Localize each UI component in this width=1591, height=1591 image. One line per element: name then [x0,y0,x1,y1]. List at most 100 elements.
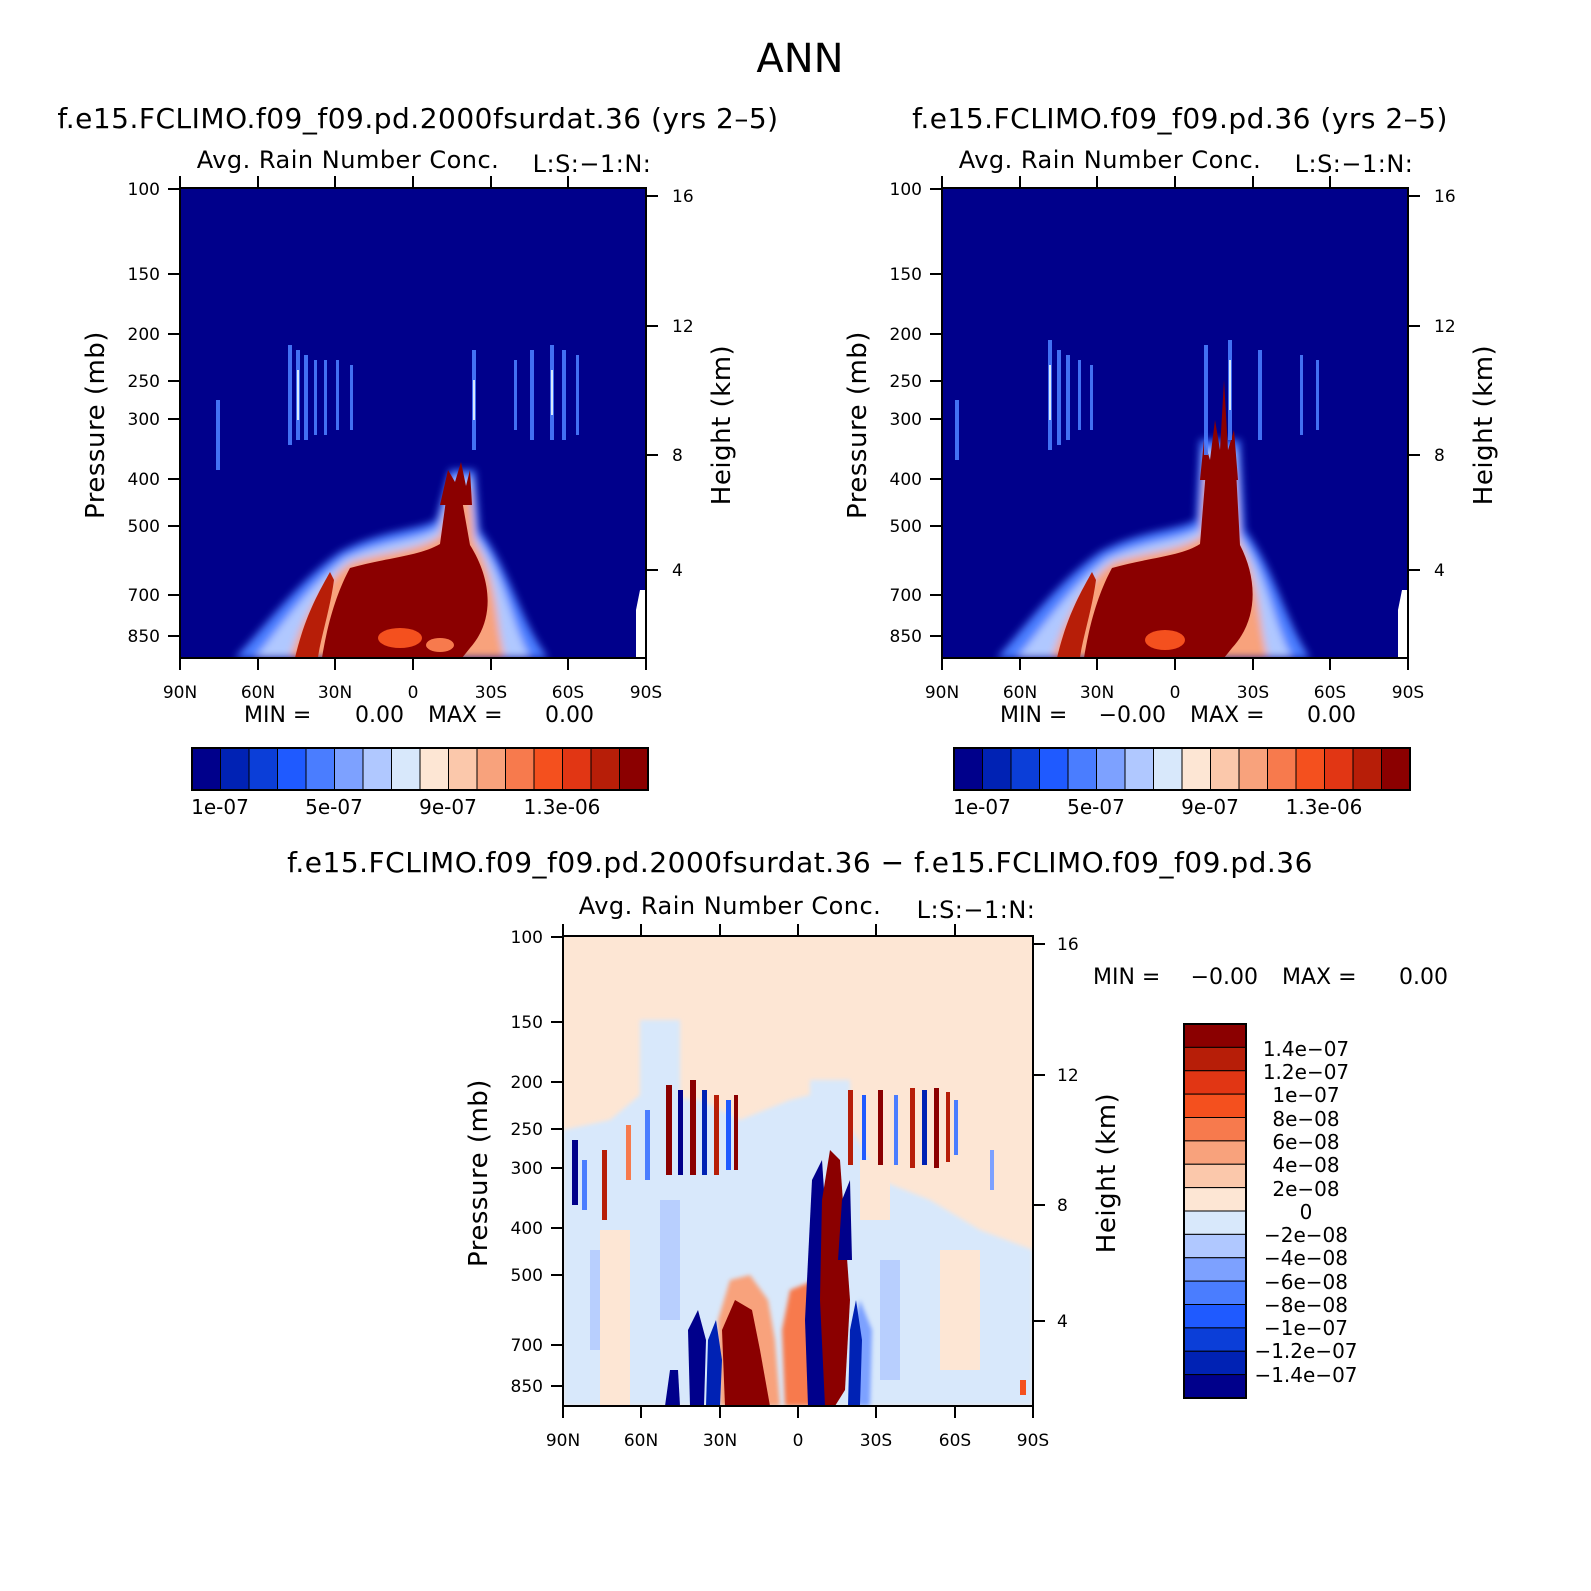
panel-3-colorbar-label: −1.2e−07 [1254,1339,1357,1363]
panel-2-min-label: MIN = [1000,703,1067,728]
colorbar-swatch [1183,1093,1247,1118]
panel-3-colorbar-label: 8e−08 [1272,1107,1339,1131]
colorbar-swatch [1352,747,1382,791]
panel-1-ytick-label: 400 [128,470,160,490]
panel-1-ytick-label: 300 [128,410,160,430]
panel-1-contour-field [180,188,646,658]
colorbar-swatch [476,747,506,791]
panel-1-height-tick-label: 8 [672,446,683,466]
panel-3-ytick-label: 200 [511,1073,543,1093]
colorbar-swatch [1153,747,1183,791]
colorbar-swatch [277,747,307,791]
colorbar-swatch [1267,747,1297,791]
colorbar-swatch [1183,1187,1247,1212]
colorbar-swatch [1039,747,1069,791]
panel-3-contour-field [563,936,1033,1406]
panel-3-height-tick-label: 8 [1057,1196,1068,1216]
colorbar-swatch [1183,1350,1247,1376]
panel-1-ytick-label: 200 [128,325,160,345]
colorbar-swatch [1183,1280,1247,1305]
panel-1-xtick-label: 30S [475,683,507,703]
colorbar-swatch [1324,747,1354,791]
panel-3-colorbar-label: −8e−08 [1264,1293,1348,1317]
panel-2-max-label: MAX = [1190,703,1265,728]
panel-3-colorbar [1183,1023,1247,1399]
panel-2-contour-field [942,188,1408,658]
colorbar-swatch [448,747,478,791]
panel-3-minmax: MIN = −0.00 MAX = 0.00 [1093,965,1448,990]
panel-2-xtick-label: 30N [1080,683,1114,703]
panel-1-height-axis: 16 12 8 4 Height (km) [646,187,737,581]
panel-2-minmax: MIN = −0.00 MAX = 0.00 [1000,703,1356,728]
panel-2-xtick-label: 60N [1003,683,1037,703]
panel-3-colorbar-label: 1.4e−07 [1263,1037,1349,1061]
colorbar-swatch [1183,1257,1247,1282]
panel-2-height-tick-label: 4 [1434,561,1445,581]
panel-1-xtick-label: 60S [552,683,584,703]
panel-3-ytick-label: 700 [511,1336,543,1356]
colorbar-swatch [1183,1210,1247,1235]
panel-2-xtick-label: 90N [925,683,959,703]
panel-2-ylabel: Pressure (mb) [843,331,873,519]
panel-2-ytick-label: 500 [890,517,922,537]
panel-3-case-title: f.e15.FCLIMO.f09_f09.pd.2000fsurdat.36 −… [287,846,1313,879]
panel-1-ytick-label: 100 [128,180,160,200]
colorbar-swatch [1067,747,1097,791]
panel-2-ytick-label: 200 [890,325,922,345]
colorbar-swatch [1183,1163,1247,1189]
panel-2-label-right: L:S:−1:N: [1295,150,1414,178]
colorbar-swatch [1183,1304,1247,1329]
colorbar-swatch [391,747,421,791]
panel-3-max-label: MAX = [1282,965,1357,990]
panel-2-xtick-label: 30S [1237,683,1269,703]
panel-3-colorbar-label: −1.4e−07 [1254,1363,1357,1387]
panel-2-colorbar-label: 9e-07 [1181,795,1239,819]
panel-3-min-label: MIN = [1093,965,1160,990]
panel-1-xtick-label: 0 [408,683,419,703]
panel-1-max-label: MAX = [428,703,503,728]
panel-3-xtick-label: 60N [624,1431,658,1451]
panel-3-ytick-label: 150 [511,1013,543,1033]
panel-3-title: Avg. Rain Number Conc. [579,892,882,920]
panel-3-ylabel-right: Height (km) [1092,1093,1122,1253]
colorbar-swatch [334,747,364,791]
colorbar-swatch [1010,747,1040,791]
panel-1-ylabel-right: Height (km) [707,345,737,505]
panel-3-colorbar-label: 1e−07 [1272,1083,1339,1107]
panel-2-xtick-label: 0 [1170,683,1181,703]
panel-2-colorbar-labels: 1e-07 5e-07 9e-07 1.3e-06 [953,795,1362,819]
panel-3-xtick-label: 30S [860,1431,892,1451]
panel-1-ylabel: Pressure (mb) [81,331,111,519]
colorbar-swatch [191,747,221,791]
panel-2-ytick-label: 250 [890,372,922,392]
colorbar-swatch [562,747,592,791]
panel-3-ytick-label: 300 [511,1159,543,1179]
panel-2-case-title: f.e15.FCLIMO.f09_f09.pd.36 (yrs 2–5) [912,102,1448,135]
panel-1-min-value: 0.00 [355,703,404,728]
panel-2-x-axis: 90N 60N 30N 0 30S 60S 90S [925,176,1424,703]
panel-1-ytick-label: 500 [128,517,160,537]
panel-2-height-tick-label: 8 [1434,446,1445,466]
panel-2-xtick-label: 60S [1314,683,1346,703]
panel-2-title: Avg. Rain Number Conc. [959,146,1262,174]
panel-1-minmax: MIN = 0.00 MAX = 0.00 [244,703,594,728]
panel-1-ytick-label: 700 [128,586,160,606]
colorbar-swatch [1183,1140,1247,1165]
panel-1-colorbar-label: 5e-07 [305,795,363,819]
panel-3-ytick-label: 250 [511,1120,543,1140]
panel-1-min-label: MIN = [244,703,311,728]
colorbar-swatch [533,747,563,791]
colorbar-swatch [1183,1374,1247,1399]
colorbar-swatch [1181,747,1211,791]
panel-3-xtick-label: 0 [793,1431,804,1451]
panel-2-colorbar-label: 5e-07 [1067,795,1125,819]
panel-1-ytick-label: 850 [128,627,160,647]
panel-2-ytick-label: 300 [890,410,922,430]
colorbar-swatch [1183,1327,1247,1352]
colorbar-swatch [1295,747,1325,791]
panel-3-xtick-label: 30N [703,1431,737,1451]
panel-1-title: Avg. Rain Number Conc. [197,146,500,174]
panel-3-colorbar-label: 6e−08 [1272,1130,1339,1154]
panel-2-colorbar-label: 1.3e-06 [1286,795,1363,819]
